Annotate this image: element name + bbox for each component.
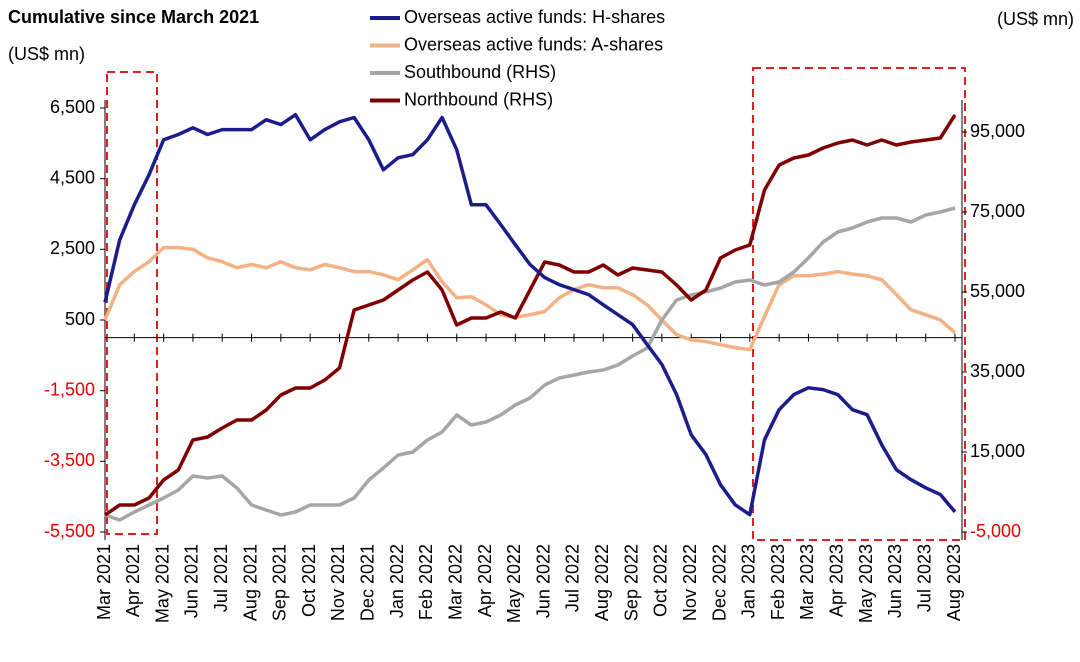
legend-label: Northbound (RHS) bbox=[404, 89, 553, 109]
series-line bbox=[104, 206, 956, 522]
x-tick-label: Mar 2023 bbox=[797, 544, 817, 620]
x-tick-label: Mar 2022 bbox=[445, 544, 465, 620]
x-tick-label: Jun 2022 bbox=[533, 544, 553, 618]
x-tick-label: Jan 2023 bbox=[739, 544, 759, 618]
y2-tick-label: 35,000 bbox=[970, 361, 1025, 381]
x-tick-label: Jun 2023 bbox=[885, 544, 905, 618]
y2-tick-label: 95,000 bbox=[970, 121, 1025, 141]
legend-label: Overseas active funds: H-shares bbox=[404, 7, 665, 27]
series-line bbox=[103, 112, 957, 517]
x-tick-label: Aug 2023 bbox=[944, 544, 964, 621]
y-tick-label: 4,500 bbox=[50, 167, 95, 187]
x-tick-label: Sep 2022 bbox=[621, 544, 641, 621]
x-tick-label: May 2022 bbox=[504, 544, 524, 623]
x-tick-label: Jul 2023 bbox=[914, 544, 934, 612]
x-tick-label: Apr 2023 bbox=[827, 544, 847, 617]
x-tick-label: Jun 2021 bbox=[182, 544, 202, 618]
x-tick-label: Aug 2021 bbox=[240, 544, 260, 621]
x-tick-label: Nov 2021 bbox=[328, 544, 348, 621]
x-tick-label: Jan 2022 bbox=[387, 544, 407, 618]
highlight-box bbox=[106, 71, 158, 535]
y-tick-label: 500 bbox=[65, 309, 95, 329]
highlight-box bbox=[752, 67, 966, 541]
x-tick-label: Dec 2022 bbox=[709, 544, 729, 621]
y-tick-label: 6,500 bbox=[50, 97, 95, 117]
x-tick-label: Feb 2023 bbox=[768, 544, 788, 620]
x-tick-label: Apr 2022 bbox=[475, 544, 495, 617]
x-tick-label: Oct 2021 bbox=[299, 544, 319, 617]
y-axis-label: (US$ mn) bbox=[8, 44, 85, 64]
y-tick-label: 2,500 bbox=[50, 238, 95, 258]
x-tick-label: May 2023 bbox=[856, 544, 876, 623]
chart-title: Cumulative since March 2021 bbox=[8, 7, 259, 27]
x-tick-label: Apr 2021 bbox=[123, 544, 143, 617]
y2-tick-label: 75,000 bbox=[970, 201, 1025, 221]
x-tick-label: Jul 2021 bbox=[211, 544, 231, 612]
series-line bbox=[104, 114, 957, 517]
y-tick-label: -3,500 bbox=[44, 450, 95, 470]
x-tick-label: May 2021 bbox=[152, 544, 172, 623]
y2-tick-label: 15,000 bbox=[970, 441, 1025, 461]
y-tick-label: -5,500 bbox=[44, 521, 95, 541]
y2-tick-label: -5,000 bbox=[970, 521, 1021, 541]
x-tick-label: Sep 2021 bbox=[270, 544, 290, 621]
x-tick-label: Oct 2022 bbox=[651, 544, 671, 617]
legend-label: Overseas active funds: A-shares bbox=[404, 34, 663, 54]
x-tick-label: Aug 2022 bbox=[592, 544, 612, 621]
series-line bbox=[103, 245, 957, 352]
x-tick-label: Mar 2021 bbox=[94, 544, 114, 620]
x-tick-label: Dec 2021 bbox=[358, 544, 378, 621]
y2-tick-label: 55,000 bbox=[970, 281, 1025, 301]
y-tick-label: -1,500 bbox=[44, 379, 95, 399]
x-tick-label: Nov 2022 bbox=[680, 544, 700, 621]
x-tick-label: Feb 2022 bbox=[416, 544, 436, 620]
legend-label: Southbound (RHS) bbox=[404, 62, 556, 82]
x-tick-label: Jul 2022 bbox=[563, 544, 583, 612]
y2-axis-label: (US$ mn) bbox=[997, 9, 1074, 29]
